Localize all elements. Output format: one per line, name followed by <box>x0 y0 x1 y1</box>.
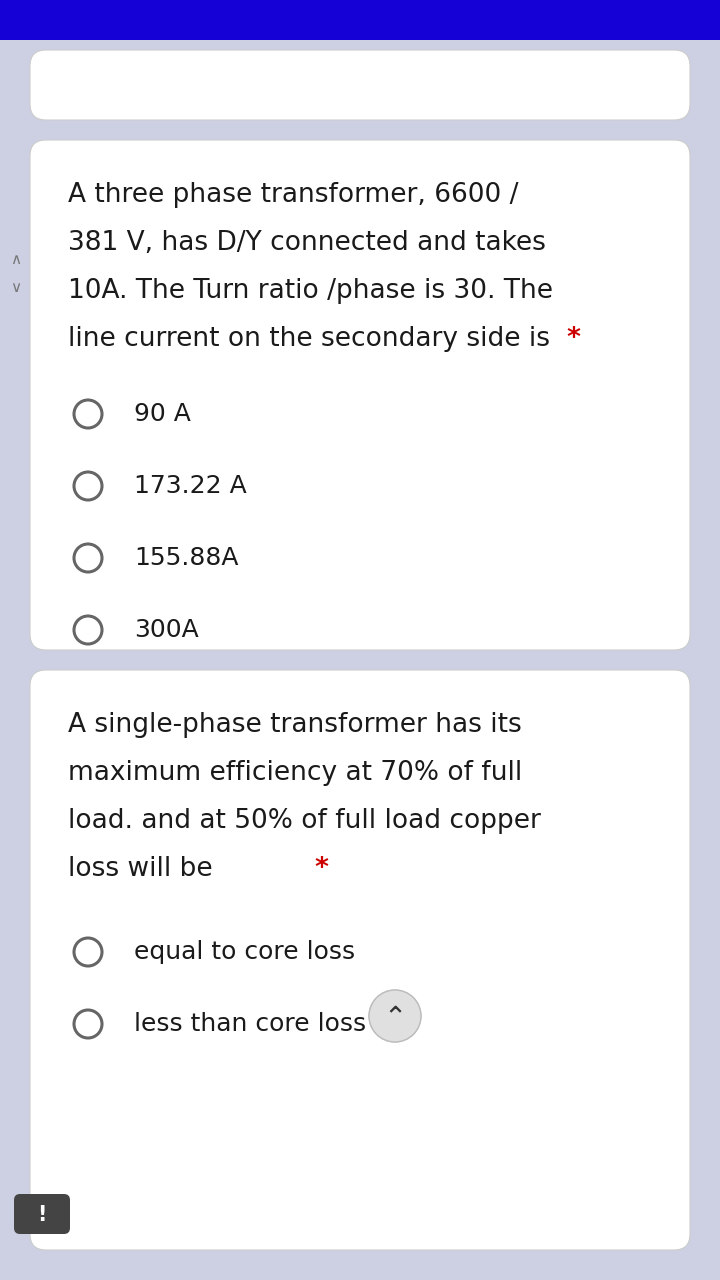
Text: line current on the secondary side is: line current on the secondary side is <box>68 326 550 352</box>
Text: loss will be: loss will be <box>68 856 212 882</box>
Text: *: * <box>306 856 329 882</box>
Text: ∧: ∧ <box>10 252 22 268</box>
Text: 155.88A: 155.88A <box>134 547 238 570</box>
Circle shape <box>369 989 421 1042</box>
Text: load. and at 50% of full load copper: load. and at 50% of full load copper <box>68 808 541 835</box>
Text: !: ! <box>37 1204 47 1225</box>
Text: A three phase transformer, 6600 /: A three phase transformer, 6600 / <box>68 182 518 207</box>
Text: less than core loss: less than core loss <box>134 1012 366 1036</box>
Text: 300A: 300A <box>134 618 199 643</box>
Text: 90 A: 90 A <box>134 402 191 426</box>
FancyBboxPatch shape <box>14 1194 70 1234</box>
Text: *: * <box>558 326 581 352</box>
FancyBboxPatch shape <box>30 50 690 120</box>
Text: ∨: ∨ <box>10 280 22 296</box>
FancyBboxPatch shape <box>30 140 690 650</box>
FancyBboxPatch shape <box>30 669 690 1251</box>
Text: 10A. The Turn ratio /phase is 30. The: 10A. The Turn ratio /phase is 30. The <box>68 278 553 303</box>
Text: maximum efficiency at 70% of full: maximum efficiency at 70% of full <box>68 760 522 786</box>
Text: A single-phase transformer has its: A single-phase transformer has its <box>68 712 522 739</box>
Bar <box>0 0 720 40</box>
Text: 173.22 A: 173.22 A <box>134 474 247 498</box>
Text: 381 V, has D/Y connected and takes: 381 V, has D/Y connected and takes <box>68 230 546 256</box>
Text: ⌃: ⌃ <box>383 1004 407 1032</box>
Text: equal to core loss: equal to core loss <box>134 940 355 964</box>
